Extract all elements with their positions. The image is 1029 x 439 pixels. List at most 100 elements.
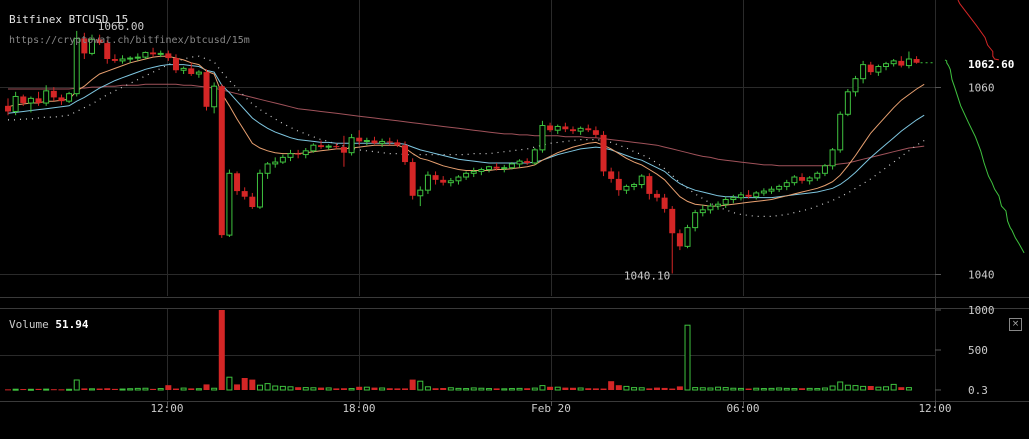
volume-bar <box>256 384 263 391</box>
candle-body <box>150 52 157 55</box>
volume-bar <box>440 388 447 390</box>
volume-bar <box>737 387 744 391</box>
volume-header: Volume 51.94 <box>9 318 89 331</box>
candle-body <box>661 197 668 209</box>
volume-bar <box>791 388 798 391</box>
candle-body <box>730 197 737 201</box>
candle-body <box>699 209 706 214</box>
volume-bar <box>501 388 508 391</box>
candle-body <box>883 63 890 68</box>
volume-bar <box>592 388 599 390</box>
volume-bar <box>615 385 622 390</box>
volume-bar <box>5 389 11 391</box>
candle-body <box>684 227 691 247</box>
candle-body <box>508 163 515 169</box>
candle-body <box>371 140 378 144</box>
candle-body <box>119 58 126 62</box>
volume-bar <box>394 388 401 390</box>
volume-bar <box>104 388 111 390</box>
volume-bar <box>585 388 592 390</box>
volume-bar <box>684 324 691 391</box>
candle-body <box>66 93 73 102</box>
volume-bar <box>768 387 775 391</box>
volume-bar <box>348 388 355 391</box>
volume-bar <box>165 385 172 390</box>
candle-body <box>600 134 607 172</box>
candle-body <box>569 129 576 132</box>
volume-bar <box>27 388 34 391</box>
volume-bar <box>799 388 806 390</box>
candle-body <box>623 185 630 191</box>
volume-bar <box>463 388 470 391</box>
candle-body <box>134 56 141 59</box>
volume-bar <box>424 386 431 391</box>
candle-body <box>356 137 363 142</box>
volume-bar <box>890 383 897 391</box>
volume-bar <box>745 388 752 390</box>
candle-body <box>562 126 569 130</box>
volume-bar <box>821 387 828 391</box>
volume-bar <box>905 387 912 391</box>
high-price-label: 1066.00 <box>98 20 144 33</box>
candle-body <box>814 172 821 179</box>
candle-body <box>913 59 920 63</box>
volume-bar <box>508 388 515 391</box>
candle-body <box>417 189 424 197</box>
candle-body <box>104 43 111 60</box>
volume-bar <box>318 387 325 390</box>
candle-body <box>715 203 722 207</box>
candle-body <box>837 113 844 151</box>
candle-body <box>302 150 309 156</box>
volume-bar <box>883 386 890 391</box>
time-tick-label: 18:00 <box>342 402 375 415</box>
volume-bar <box>264 383 271 391</box>
volume-bar <box>692 387 699 391</box>
volume-bar <box>669 388 676 390</box>
candle-body <box>585 128 592 131</box>
candle-body <box>852 78 859 93</box>
candle-body <box>50 90 57 98</box>
volume-bar <box>707 387 714 391</box>
volume-bar <box>554 386 561 391</box>
candle-body <box>172 58 179 71</box>
market-url[interactable]: https://cryptowat.ch/bitfinex/btcusd/15m <box>9 35 250 46</box>
candle-body <box>88 38 95 54</box>
volume-bar <box>150 388 157 390</box>
candle-body <box>768 188 775 192</box>
volume-bar <box>699 387 706 391</box>
candle-body <box>806 177 813 182</box>
candle-body <box>676 233 683 247</box>
candle-body <box>279 156 286 163</box>
candle-body <box>379 140 386 144</box>
candle-body <box>96 39 103 44</box>
candle-body <box>463 172 470 178</box>
candle-body <box>867 64 874 73</box>
candle-body <box>539 125 546 151</box>
close-volume-panel-button[interactable]: × <box>1009 318 1022 331</box>
candle-body <box>127 57 134 60</box>
volume-bar <box>760 388 767 391</box>
volume-bar <box>379 387 386 391</box>
volume-bar <box>211 387 218 391</box>
volume-bar <box>50 389 57 391</box>
volume-bar <box>486 388 493 391</box>
volume-tick-label: 0.3 <box>968 384 988 397</box>
volume-bar <box>844 384 851 391</box>
candle-body <box>753 192 760 198</box>
candle-body <box>760 190 767 194</box>
candle-body <box>501 167 508 170</box>
candle-body <box>43 90 50 104</box>
candle-body <box>81 38 88 54</box>
volume-bar <box>157 388 164 391</box>
volume-bar <box>73 379 80 391</box>
candle-body <box>325 145 332 148</box>
candle-body <box>493 166 500 169</box>
volume-bar <box>279 385 286 391</box>
candle-body <box>486 166 493 171</box>
volume-bar <box>600 388 607 390</box>
volume-bar <box>837 381 844 391</box>
candle-body <box>722 199 729 205</box>
candle-body <box>111 59 118 61</box>
volume-value: 51.94 <box>55 318 89 331</box>
